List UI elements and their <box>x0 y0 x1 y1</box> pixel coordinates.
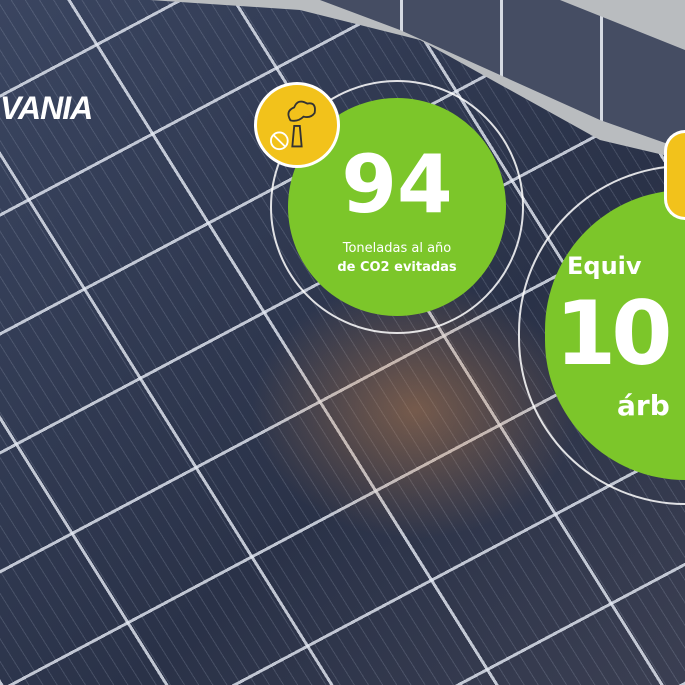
stat2-value: 10 <box>555 282 672 385</box>
stat2-unit: árb <box>617 389 670 422</box>
stat1-line1: Toneladas al año <box>342 241 452 256</box>
stat1-ring <box>270 80 524 334</box>
tree-icon <box>664 130 685 220</box>
stat2-label: Equiv <box>567 252 642 280</box>
stat1-value: 94 <box>341 138 453 231</box>
brand-logo: VANIA <box>0 90 93 126</box>
stat1-line2: de CO2 evitadas <box>337 260 457 275</box>
factory-smoke-icon <box>254 82 340 168</box>
